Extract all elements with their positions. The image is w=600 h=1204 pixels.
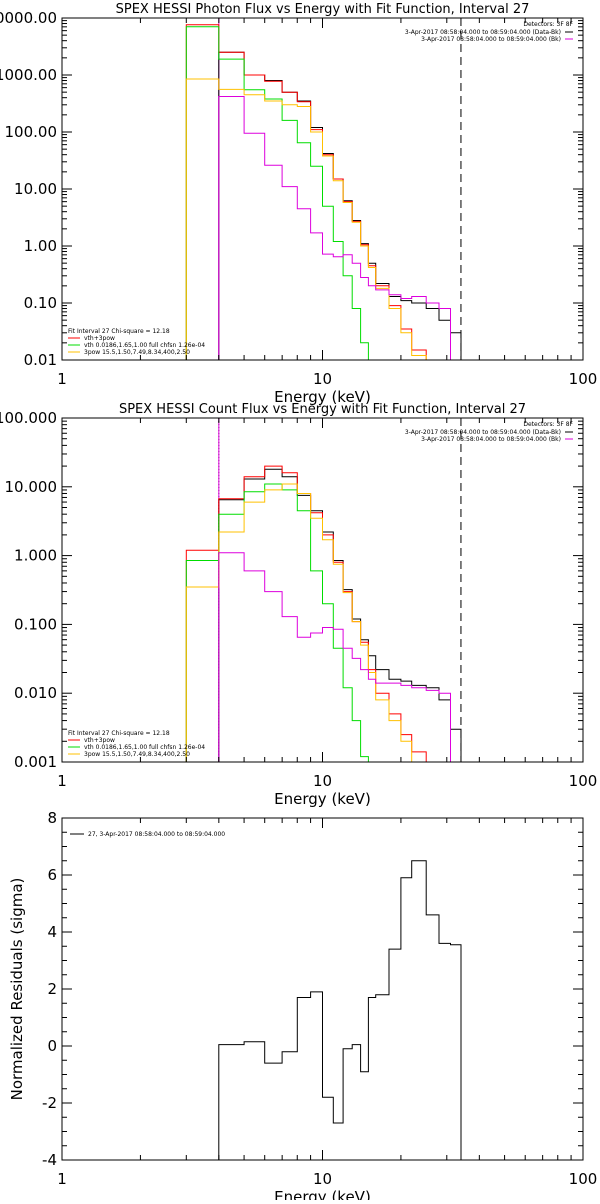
chart-panel-1: SPEX HESSI Photon Flux vs Energy with Fi…	[0, 2, 597, 406]
detectors-label: Detectors: 3F 8F	[523, 21, 573, 28]
x-tick-label: 10	[313, 772, 332, 790]
y-tick-label: 0.010	[14, 684, 57, 702]
fit-legend-title: Fit Interval 27 Chi-square = 12.18	[68, 730, 170, 737]
y-tick-label: 100.00	[5, 123, 58, 141]
x-axis-title: Energy (keV)	[274, 1188, 371, 1200]
series-4-step-line	[185, 483, 461, 762]
y-axis-title: Normalized Residuals (sigma)	[8, 878, 26, 1101]
legend-entry: 3pow 15.5,1.50,7.49,8.34,400,2.50	[84, 349, 190, 356]
series-3-step-line	[185, 483, 376, 762]
x-axis-title: Energy (keV)	[274, 790, 371, 808]
fit-legend-title: Fit Interval 27 Chi-square = 12.18	[68, 328, 170, 335]
series-5-step-line	[218, 552, 461, 762]
x-tick-label: 10	[313, 370, 332, 388]
y-tick-label: 0.100	[14, 615, 57, 633]
series-1-step-line	[218, 468, 462, 762]
y-tick-label: 8	[47, 809, 57, 827]
x-tick-label: 100	[569, 1170, 598, 1188]
y-tick-label: 2	[47, 980, 57, 998]
series-2-step-line	[185, 24, 461, 360]
x-tick-label: 100	[569, 772, 598, 790]
y-tick-label: -2	[42, 1094, 57, 1112]
legend-entry: vth 0.0186,1.65,1.00 full chfsn 1.26e-04	[84, 744, 205, 751]
header-line-1: 3-Apr-2017 08:58:04.000 to 08:59:04.000 …	[405, 429, 561, 436]
header-line-1: 3-Apr-2017 08:58:04.000 to 08:59:04.000 …	[405, 29, 561, 36]
series-1-step-line	[218, 860, 462, 1160]
legend-entry: 27, 3-Apr-2017 08:58:04.000 to 08:59:04.…	[88, 831, 225, 838]
series-5-step-line	[218, 96, 461, 360]
x-tick-label: 100	[569, 370, 598, 388]
legend-entry: vth+3pow	[84, 335, 115, 342]
chart-title: SPEX HESSI Photon Flux vs Energy with Fi…	[116, 2, 530, 17]
series-2-step-line	[185, 465, 461, 762]
plot-frame	[61, 817, 584, 1161]
chart-panel-2: SPEX HESSI Count Flux vs Energy with Fit…	[0, 402, 597, 808]
chart-title: SPEX HESSI Count Flux vs Energy with Fit…	[119, 402, 526, 417]
series-1-step-line	[218, 51, 462, 360]
series-3-step-line	[185, 26, 389, 360]
y-tick-label: 4	[47, 923, 57, 941]
x-tick-label: 1	[57, 1170, 67, 1188]
y-tick-label: 6	[47, 866, 57, 884]
y-tick-label: 1.000	[14, 547, 57, 565]
detectors-label: Detectors: 3F 8F	[523, 421, 573, 428]
y-tick-label: -4	[42, 1151, 57, 1169]
header-line-2: 3-Apr-2017 08:58:04.000 to 08:59:04.000 …	[421, 36, 561, 43]
chart-panel-3: 1 10 100 8 6 4 2 0 -2 -4 Energy (keV) Normalized Re…	[8, 809, 598, 1204]
y-tick-label: 0.01	[24, 351, 57, 369]
x-tick-label: 1	[57, 772, 67, 790]
header-line-2: 3-Apr-2017 08:58:04.000 to 08:59:04.000 …	[421, 436, 561, 443]
legend-entry: 3pow 15.5,1.50,7.49,8.34,400,2.50	[84, 751, 190, 758]
y-tick-label: 0.001	[14, 753, 57, 771]
legend-entry: vth+3pow	[84, 737, 115, 744]
y-tick-label: 0	[47, 1037, 57, 1055]
y-tick-label: 1000.00	[0, 66, 57, 84]
x-axis-title: Energy (keV)	[274, 388, 371, 406]
y-tick-label: 1.00	[24, 237, 57, 255]
y-tick-label: 0.10	[24, 294, 57, 312]
x-tick-label: 10	[313, 1170, 332, 1188]
y-tick-label: 100.000	[0, 409, 57, 427]
x-tick-label: 1	[57, 370, 67, 388]
y-tick-label: 10.000	[5, 478, 58, 496]
y-tick-label: 10.00	[14, 180, 57, 198]
legend-entry: vth 0.0186,1.65,1.00 full chfsn 1.26e-04	[84, 342, 205, 349]
series-4-step-line	[185, 78, 461, 360]
